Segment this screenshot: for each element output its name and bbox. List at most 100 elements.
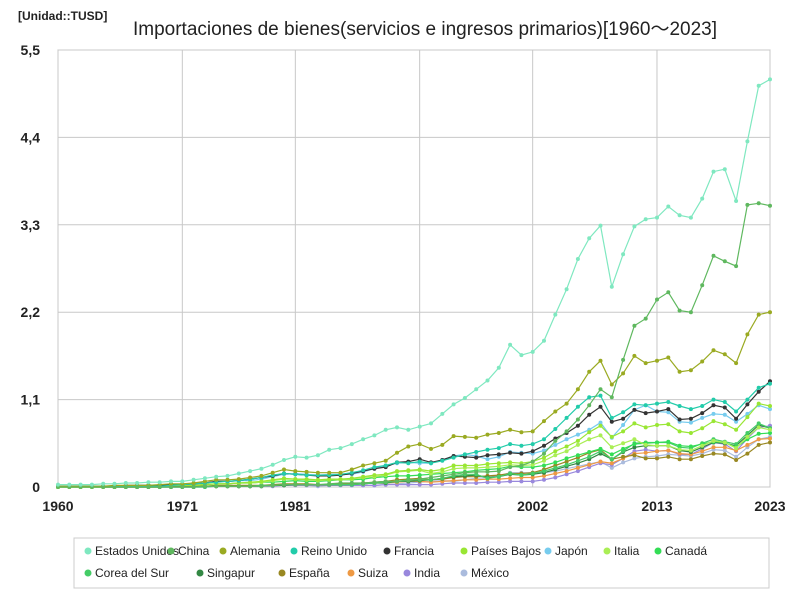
x-axis-ticks: 1960 1971 1981 1992 2002 2013 2023 [42, 498, 785, 514]
data-point [530, 349, 535, 354]
data-point [417, 482, 422, 487]
data-point [677, 369, 682, 374]
data-point [293, 454, 298, 459]
data-point [485, 480, 490, 485]
data-point [530, 475, 535, 480]
data-point [745, 442, 750, 447]
legend-item-mexico: México [460, 566, 509, 580]
data-point [745, 411, 750, 416]
data-point [677, 404, 682, 408]
data-point [745, 202, 750, 207]
data-point [383, 458, 388, 463]
data-point [519, 430, 524, 435]
data-point [598, 459, 603, 464]
data-point [214, 474, 219, 479]
data-point [361, 474, 366, 479]
series-estados-unidos [56, 77, 772, 487]
data-point [756, 83, 761, 88]
data-point [101, 485, 106, 489]
legend-label: Singapur [207, 566, 255, 580]
data-point [361, 468, 366, 473]
data-point [496, 446, 501, 451]
data-point [451, 463, 456, 468]
legend-label: Italia [614, 544, 640, 558]
data-point [666, 443, 671, 448]
data-point [417, 477, 422, 482]
legend-marker [167, 547, 175, 555]
gridlines [57, 49, 771, 488]
data-point [338, 481, 343, 485]
data-point [225, 473, 230, 478]
data-point [722, 440, 727, 445]
x-tick-label: 1971 [167, 498, 198, 514]
data-point [485, 462, 490, 466]
legend-label: México [471, 566, 509, 580]
data-point [180, 479, 185, 484]
data-point [395, 473, 399, 478]
data-point [688, 448, 693, 453]
data-point [101, 481, 106, 486]
data-point [734, 409, 739, 414]
data-point [575, 404, 580, 409]
data-point [722, 448, 727, 453]
data-point [89, 482, 94, 487]
data-point [338, 470, 343, 475]
data-point [756, 389, 761, 394]
data-point [677, 429, 682, 434]
data-point [768, 431, 772, 435]
legend-marker [460, 547, 468, 555]
data-point [621, 429, 626, 434]
data-point [722, 259, 727, 264]
data-point [756, 425, 761, 430]
data-point [474, 387, 479, 392]
data-point [575, 458, 580, 463]
data-point [191, 477, 196, 482]
data-point [575, 417, 580, 422]
data-point [756, 431, 761, 436]
data-point [643, 447, 648, 452]
data-point [530, 442, 535, 447]
data-point [768, 203, 772, 208]
legend-item-reino-unido: Reino Unido [290, 544, 367, 558]
data-point [496, 365, 501, 370]
data-point [338, 446, 343, 451]
series-line-china [58, 202, 771, 488]
data-point [542, 443, 546, 448]
data-point [734, 458, 739, 462]
data-point [462, 452, 467, 457]
data-point [429, 421, 433, 426]
data-point [440, 458, 445, 463]
data-point [282, 471, 286, 476]
data-point [372, 461, 377, 466]
data-point [598, 433, 603, 438]
data-point [519, 479, 524, 484]
data-point [417, 442, 422, 447]
data-point [745, 139, 750, 144]
data-point [123, 485, 128, 489]
data-point [632, 445, 637, 450]
data-point [564, 444, 569, 449]
data-point [542, 469, 546, 474]
data-point [643, 217, 648, 222]
data-point [361, 437, 366, 442]
data-point [655, 215, 659, 220]
data-point [711, 419, 716, 424]
data-point [700, 359, 705, 364]
data-point [542, 448, 546, 453]
plot-frame [57, 49, 771, 488]
data-point [711, 403, 716, 408]
legend-label: India [414, 566, 440, 580]
data-point [304, 473, 309, 478]
data-point [575, 387, 580, 392]
data-point [508, 442, 513, 447]
data-point [643, 456, 648, 461]
data-point [429, 475, 433, 480]
x-tick-label: 2002 [517, 498, 548, 514]
y-tick-label: 0 [32, 479, 40, 495]
y-tick-label: 4,4 [21, 129, 41, 145]
data-point [598, 387, 603, 392]
data-point [632, 453, 637, 458]
data-point [677, 213, 682, 218]
data-point [372, 433, 377, 438]
data-point [361, 463, 366, 468]
